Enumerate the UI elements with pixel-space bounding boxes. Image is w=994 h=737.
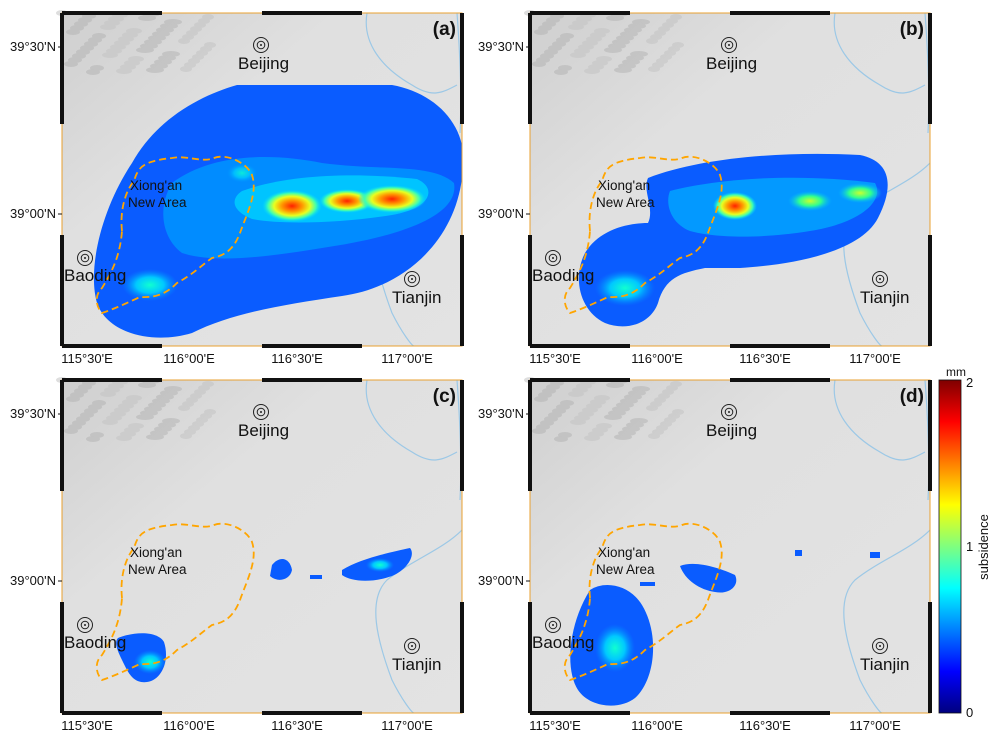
city-marker-icon (77, 250, 93, 266)
map-panel-b: Beijing Baoding Tianjin Xiong'an New Area (b)… (478, 10, 932, 366)
y-tick-label: 39°00'N (478, 206, 524, 221)
new-area-label-line2: New Area (128, 562, 187, 577)
colorbar-label: subsidence (976, 514, 991, 580)
city-beijing: Beijing (706, 404, 757, 440)
city-marker-icon (253, 404, 269, 420)
colorbar-unit: mm (946, 365, 966, 379)
city-label-baoding: Baoding (64, 633, 126, 652)
city-label-baoding: Baoding (64, 266, 126, 285)
new-area-label-line2: New Area (596, 195, 655, 210)
city-label-tianjin: Tianjin (860, 655, 909, 674)
y-tick-label: 39°00'N (10, 573, 56, 588)
x-tick-label: 115°30'E (529, 351, 581, 366)
new-area-label-line1: Xiong'an (130, 545, 182, 560)
city-tianjin: Tianjin (860, 638, 909, 674)
frame-ticks (528, 378, 932, 715)
city-marker-icon (253, 37, 269, 53)
new-area-label-line2: New Area (596, 562, 655, 577)
city-label-baoding: Baoding (532, 266, 594, 285)
city-label-beijing: Beijing (238, 421, 289, 440)
y-tick-label: 39°30'N (10, 39, 56, 54)
city-label-tianjin: Tianjin (392, 288, 441, 307)
x-tick-label: 115°30'E (61, 351, 113, 366)
xiongan-boundary (95, 522, 255, 682)
city-marker-icon (77, 617, 93, 633)
panel-tag: (d) (900, 386, 924, 407)
panel-tag: (a) (433, 19, 456, 40)
x-tick-label: 115°30'E (529, 718, 581, 733)
xiongan-boundary (563, 522, 723, 682)
colorbar-tick-max: 2 (966, 375, 973, 390)
city-marker-icon (545, 250, 561, 266)
subsidence-field (93, 85, 462, 338)
city-label-tianjin: Tianjin (860, 288, 909, 307)
city-marker-icon (545, 617, 561, 633)
subsidence-field (578, 153, 888, 327)
xiongan-boundary (563, 155, 723, 315)
x-tick-label: 117°00'E (849, 351, 901, 366)
city-baoding: Baoding (64, 617, 126, 652)
panel-tag: (b) (900, 19, 924, 40)
y-tick-label: 39°30'N (10, 406, 56, 421)
city-label-tianjin: Tianjin (392, 655, 441, 674)
city-tianjin: Tianjin (392, 271, 441, 307)
colorbar-tick-min: 0 (966, 705, 973, 720)
x-tick-label: 115°30'E (61, 718, 113, 733)
city-marker-icon (404, 271, 420, 287)
x-tick-label: 116°00'E (163, 351, 215, 366)
city-tianjin: Tianjin (392, 638, 441, 674)
y-tick-label: 39°00'N (10, 206, 56, 221)
x-tick-label: 116°30'E (739, 718, 791, 733)
frame-ticks (60, 11, 464, 348)
y-tick-label: 39°00'N (478, 573, 524, 588)
map-panel-d: Beijing Baoding Tianjin Xiong'an New Area (d)… (478, 377, 932, 733)
new-area-label-line1: Xiong'an (130, 178, 182, 193)
terrain-relief (56, 377, 216, 442)
x-tick-label: 116°30'E (739, 351, 791, 366)
colorbar: mm 2 1 0 subsidence (938, 365, 991, 720)
x-tick-label: 117°00'E (381, 718, 433, 733)
colorbar-tick-mid: 1 (966, 539, 973, 554)
x-tick-label: 116°00'E (631, 351, 683, 366)
x-tick-label: 117°00'E (381, 351, 433, 366)
city-marker-icon (872, 271, 888, 287)
city-beijing: Beijing (238, 37, 289, 73)
subsidence-field (570, 550, 880, 706)
x-tick-label: 116°00'E (163, 718, 215, 733)
city-label-baoding: Baoding (532, 633, 594, 652)
city-label-beijing: Beijing (706, 421, 757, 440)
xiongan-boundary (95, 155, 255, 315)
city-baoding: Baoding (64, 250, 126, 285)
city-beijing: Beijing (706, 37, 757, 73)
new-area-label-line2: New Area (128, 195, 187, 210)
city-baoding: Baoding (532, 250, 594, 285)
city-beijing: Beijing (238, 404, 289, 440)
x-tick-label: 116°30'E (271, 718, 323, 733)
map-panel-a: Beijing Baoding Tianjin Xiong'an New Area (a)… (10, 10, 464, 366)
colorbar-ramp (938, 379, 962, 714)
city-label-beijing: Beijing (238, 54, 289, 73)
city-marker-icon (721, 37, 737, 53)
y-tick-label: 39°30'N (478, 39, 524, 54)
frame-ticks (528, 11, 932, 348)
x-tick-label: 116°00'E (631, 718, 683, 733)
new-area-label-line1: Xiong'an (598, 545, 650, 560)
city-marker-icon (721, 404, 737, 420)
city-baoding: Baoding (532, 617, 594, 652)
subsidence-field (116, 548, 412, 683)
new-area-label-line1: Xiong'an (598, 178, 650, 193)
frame-ticks (60, 378, 464, 715)
x-tick-label: 117°00'E (849, 718, 901, 733)
city-marker-icon (872, 638, 888, 654)
city-tianjin: Tianjin (860, 271, 909, 307)
city-label-beijing: Beijing (706, 54, 757, 73)
panel-tag: (c) (433, 386, 456, 407)
map-panel-c: Beijing Baoding Tianjin Xiong'an New Area (c)… (10, 377, 464, 733)
x-tick-label: 116°30'E (271, 351, 323, 366)
y-tick-label: 39°30'N (478, 406, 524, 421)
city-marker-icon (404, 638, 420, 654)
